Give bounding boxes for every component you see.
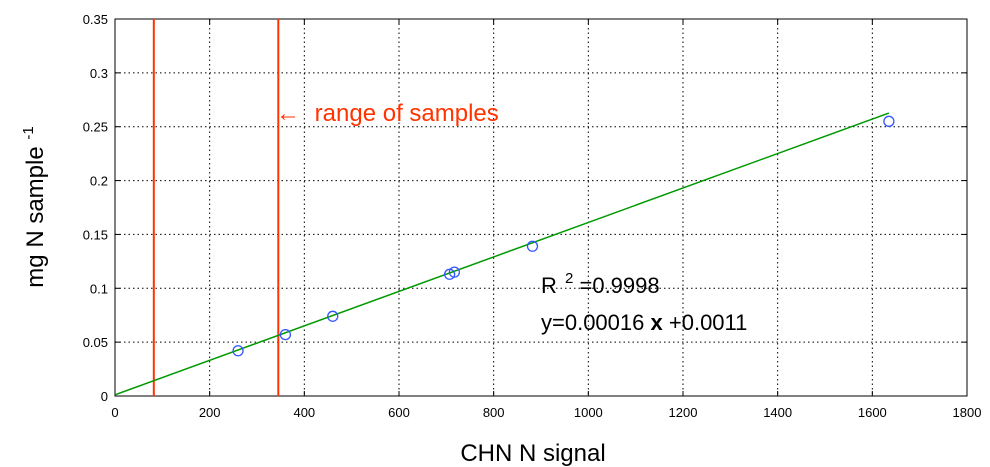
y-axis: 0 0.05 0.1 0.15 0.2 0.25 0.3 0.35 bbox=[83, 12, 967, 404]
data-point bbox=[232, 345, 244, 357]
y-tick-label: 0.25 bbox=[83, 120, 108, 135]
y-axis-label: mg N sample -1 bbox=[20, 126, 49, 287]
data-point bbox=[883, 115, 895, 127]
y-tick-label: 0.2 bbox=[90, 174, 108, 189]
r-squared-superscript: 2 bbox=[565, 270, 573, 287]
x-tick-label: 1000 bbox=[574, 405, 603, 420]
equation-x: x bbox=[651, 310, 664, 335]
range-annotation-text: range of samples bbox=[315, 100, 499, 127]
equation-annotation: y=0.00016 x +0.0011 bbox=[541, 310, 747, 335]
y-axis-label-superscript: -1 bbox=[20, 126, 37, 139]
x-tick-label: 1200 bbox=[669, 405, 698, 420]
y-tick-label: 0 bbox=[101, 389, 108, 404]
x-tick-label: 1600 bbox=[858, 405, 887, 420]
x-tick-label: 1800 bbox=[953, 405, 982, 420]
y-tick-label: 0.15 bbox=[83, 227, 108, 242]
range-annotation: ← range of samples bbox=[276, 100, 499, 127]
x-axis-label: CHN N signal bbox=[460, 440, 605, 467]
data-point bbox=[279, 328, 292, 341]
r-squared-value: =0.9998 bbox=[579, 273, 659, 298]
r-squared-annotation: R 2 =0.9998 bbox=[541, 263, 660, 298]
x-tick-label: 800 bbox=[483, 405, 505, 420]
range-arrow-icon: ← bbox=[276, 100, 300, 127]
y-tick-label: 0.05 bbox=[83, 335, 108, 350]
x-axis: 0 200 400 600 800 1000 1200 1400 1600 1800 bbox=[111, 19, 981, 420]
x-tick-label: 200 bbox=[199, 405, 221, 420]
y-axis-label-text: mg N sample bbox=[22, 146, 49, 287]
data-point bbox=[448, 266, 461, 278]
equation-prefix: y=0.00016 bbox=[541, 310, 644, 335]
plot-area-frame bbox=[114, 18, 968, 397]
x-tick-label: 1400 bbox=[763, 405, 792, 420]
y-tick-label: 0.35 bbox=[83, 12, 108, 27]
data-point bbox=[327, 310, 339, 322]
y-tick-label: 0.1 bbox=[90, 281, 108, 296]
regression-line bbox=[114, 112, 890, 396]
grid-lines bbox=[115, 19, 967, 396]
x-tick-label: 0 bbox=[111, 405, 118, 420]
equation-suffix: +0.0011 bbox=[669, 310, 748, 335]
y-tick-label: 0.3 bbox=[90, 66, 108, 81]
r-squared-label: R bbox=[541, 273, 557, 298]
x-tick-label: 600 bbox=[388, 405, 410, 420]
sample-range-lines bbox=[152, 19, 280, 396]
data-points bbox=[232, 115, 895, 357]
x-tick-label: 400 bbox=[293, 405, 315, 420]
data-point bbox=[526, 240, 539, 252]
